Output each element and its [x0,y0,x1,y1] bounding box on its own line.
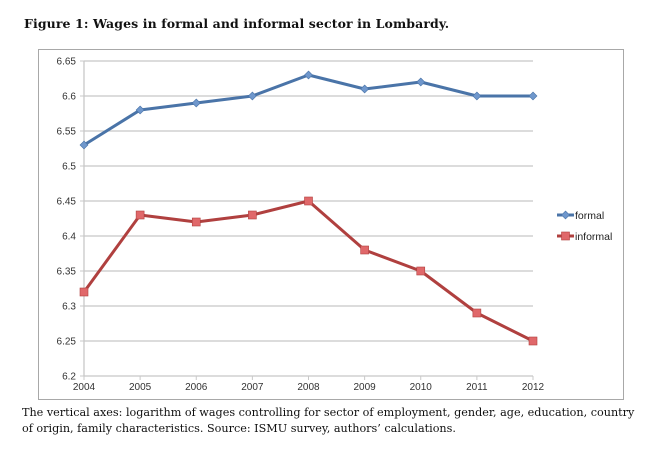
x-tick-label: 2008 [297,382,320,393]
data-point-formal [360,84,370,94]
y-tick-label: 6.25 [57,337,77,348]
x-tick-label: 2005 [129,382,152,393]
data-point-informal [248,210,257,220]
axes [80,60,534,380]
y-tick-label: 6.5 [62,162,76,173]
data-point-informal [304,196,313,206]
y-tick-label: 6.4 [62,232,76,243]
legend-item-informal: informal [557,231,612,243]
data-point-informal [416,266,426,276]
series-formal [79,70,538,150]
data-point-informal [360,245,369,255]
data-point-formal [191,98,201,108]
series-group [79,70,538,346]
data-point-formal [416,77,426,87]
data-point-informal [472,308,482,318]
series-line-formal [83,73,533,147]
legend: formal informal [557,210,612,243]
figure-caption: The vertical axes: logarithm of wages co… [22,406,635,435]
x-tick-label: 2010 [410,382,433,393]
y-tick-label: 6.3 [62,302,76,313]
data-point-formal [79,140,89,150]
data-point-informal [135,210,145,220]
data-point-formal [528,91,538,101]
y-tick-label: 6.35 [57,267,77,278]
legend-label: formal [575,210,604,222]
series-informal [79,196,538,346]
y-tick-label: 6.45 [57,197,77,208]
x-tick-label: 2006 [185,382,208,393]
data-point-formal [135,105,145,115]
y-tick-label: 6.2 [62,372,76,383]
data-point-informal [79,287,89,297]
legend-marker-icon [561,210,570,220]
gridlines [84,60,533,342]
y-tick-label: 6.65 [57,57,77,68]
x-tick-label: 2009 [354,382,377,393]
y-tick-label: 6.55 [57,127,77,138]
x-tick-label: 2007 [241,382,264,393]
data-point-formal [304,70,313,80]
x-axis-ticks: 2004 2005 2006 2007 2008 2009 2010 2011 2012 [73,382,545,393]
y-tick-label: 6.6 [62,92,76,103]
x-tick-label: 2012 [522,382,545,393]
legend-label: informal [575,231,612,243]
legend-item-formal: formal [557,210,604,222]
figure-title: Figure 1: Wages in formal and informal s… [24,16,450,31]
data-point-informal [528,336,538,346]
data-point-formal [472,91,482,101]
x-tick-label: 2004 [73,382,96,393]
legend-marker-icon [561,231,570,241]
data-point-informal [191,217,201,227]
y-axis-ticks: 6.2 6.25 6.3 6.35 6.4 6.45 6.5 6.55 6.6 6.65 [57,57,77,383]
data-point-formal [247,91,257,101]
x-tick-label: 2011 [466,382,488,393]
